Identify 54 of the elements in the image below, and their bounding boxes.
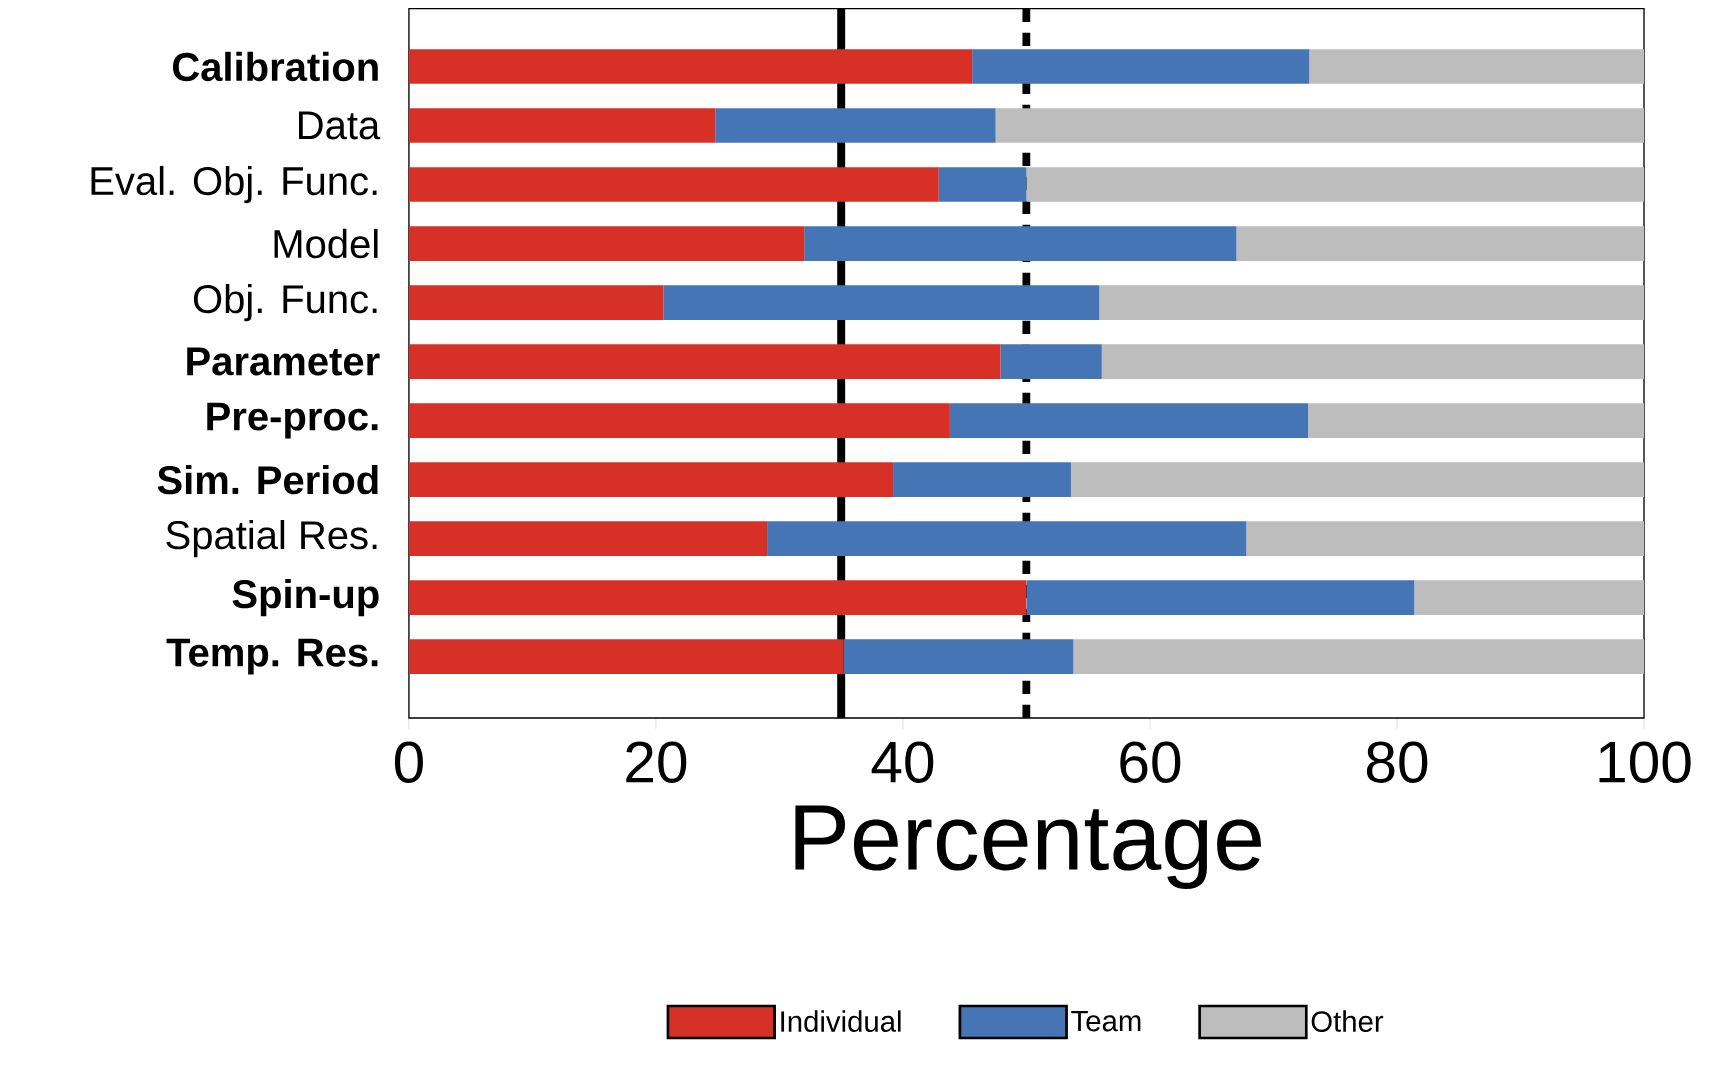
bar bbox=[408, 521, 768, 556]
y-tick-label: Calibration bbox=[172, 51, 378, 82]
legend-label: Individual bbox=[781, 1010, 901, 1032]
bar bbox=[995, 108, 1645, 143]
bar bbox=[408, 403, 950, 438]
bar bbox=[1000, 344, 1102, 379]
bar bbox=[408, 49, 973, 84]
bar bbox=[408, 167, 939, 202]
bar bbox=[663, 285, 1100, 320]
y-tick-label: Sim. Period bbox=[157, 464, 378, 495]
bar bbox=[949, 403, 1309, 438]
bar bbox=[408, 639, 844, 674]
bar bbox=[1308, 403, 1645, 438]
y-tick-label: Model bbox=[274, 228, 378, 259]
bar bbox=[408, 344, 1001, 379]
bar bbox=[804, 226, 1237, 261]
bar bbox=[1026, 167, 1645, 202]
bar bbox=[715, 108, 996, 143]
bar bbox=[408, 108, 716, 143]
bar bbox=[1073, 639, 1645, 674]
bar bbox=[408, 462, 894, 497]
bar bbox=[1026, 580, 1415, 615]
x-tick-label: 20 bbox=[626, 741, 687, 783]
bar bbox=[408, 580, 1027, 615]
legend-label: Other bbox=[1311, 1010, 1384, 1032]
y-tick-label: Data bbox=[299, 111, 381, 140]
y-tick-label: Pre-proc. bbox=[207, 402, 378, 439]
y-tick-label: Spatial Res. bbox=[166, 519, 377, 558]
bar bbox=[1099, 285, 1645, 320]
bar bbox=[893, 462, 1071, 497]
x-tick-label: 0 bbox=[394, 741, 423, 783]
x-tick-label: 80 bbox=[1366, 741, 1428, 783]
bar bbox=[1309, 49, 1645, 84]
x-tick-label: 100 bbox=[1599, 741, 1691, 783]
x-tick-label: 60 bbox=[1120, 741, 1181, 783]
y-tick-label: Temp. Res. bbox=[166, 638, 378, 675]
bar bbox=[1101, 344, 1645, 379]
y-tick-label: Obj. Func. bbox=[193, 283, 377, 322]
y-tick-label: Eval. Obj. Func. bbox=[91, 165, 377, 204]
bar bbox=[843, 639, 1074, 674]
bar bbox=[767, 521, 1247, 556]
bar bbox=[408, 226, 805, 261]
bar bbox=[1236, 226, 1645, 261]
bar bbox=[1070, 462, 1645, 497]
x-tick-label: 40 bbox=[871, 741, 934, 783]
bar bbox=[1414, 580, 1645, 615]
bar bbox=[408, 285, 664, 320]
bar bbox=[938, 167, 1027, 202]
x-axis-title: Percentage bbox=[795, 805, 1261, 889]
bar bbox=[972, 49, 1310, 84]
bar bbox=[1246, 521, 1645, 556]
y-tick-label: Spin-up bbox=[232, 578, 379, 617]
legend-label: Team bbox=[1071, 1010, 1141, 1032]
y-tick-label: Parameter bbox=[187, 347, 380, 376]
